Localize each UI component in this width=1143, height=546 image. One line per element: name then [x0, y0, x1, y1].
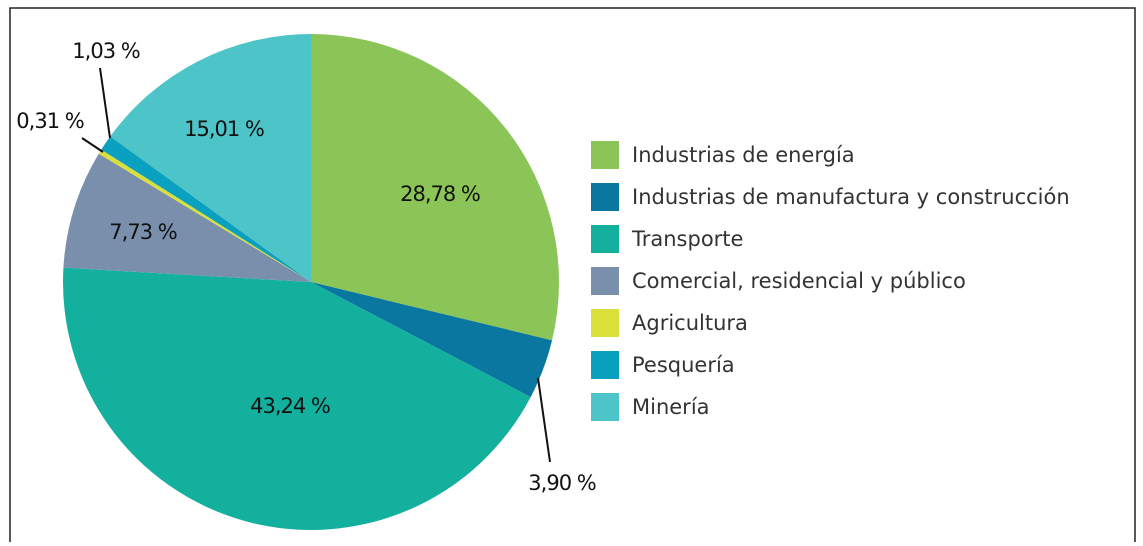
- pie-slice: [110, 34, 311, 282]
- value-label: 7,73 %: [109, 220, 176, 244]
- value-label: 3,90 %: [528, 471, 595, 495]
- value-label: 15,01 %: [184, 117, 264, 141]
- legend-label: Minería: [632, 395, 710, 419]
- legend-label: Transporte: [631, 227, 743, 251]
- legend-label: Industrias de manufactura y construcción: [632, 185, 1070, 209]
- leader-line: [537, 377, 551, 463]
- value-label: 43,24 %: [250, 394, 330, 418]
- pie-slice: [63, 267, 531, 530]
- pie-slice: [311, 34, 559, 341]
- legend-swatch: [591, 141, 619, 169]
- pie-slice: [98, 149, 311, 282]
- legend: Industrias de energía Industrias de manuf…: [591, 141, 1070, 421]
- value-label: 0,31 %: [16, 109, 83, 133]
- frame: [9, 7, 1136, 542]
- pie-slice: [63, 153, 311, 282]
- legend-swatch: [591, 393, 619, 421]
- legend-label: Pesquería: [632, 353, 735, 377]
- pie-slice: [101, 136, 311, 282]
- leader-line: [81, 137, 104, 153]
- pie-slice: [311, 282, 553, 398]
- pie: [63, 34, 559, 530]
- value-label: 1,03 %: [72, 39, 139, 63]
- legend-label: Industrias de energía: [632, 143, 855, 167]
- legend-label: Comercial, residencial y público: [632, 269, 966, 293]
- legend-swatch: [591, 267, 619, 295]
- legend-swatch: [591, 183, 619, 211]
- leader-line: [99, 67, 111, 139]
- value-label: 28,78 %: [400, 182, 480, 206]
- legend-swatch: [591, 351, 619, 379]
- value-labels: 28,78 % 3,90 % 43,24 % 7,73 % 0,31 % 1,03 % 15…: [16, 39, 596, 495]
- legend-label: Agricultura: [632, 311, 748, 335]
- legend-swatch: [591, 225, 619, 253]
- legend-swatch: [591, 309, 619, 337]
